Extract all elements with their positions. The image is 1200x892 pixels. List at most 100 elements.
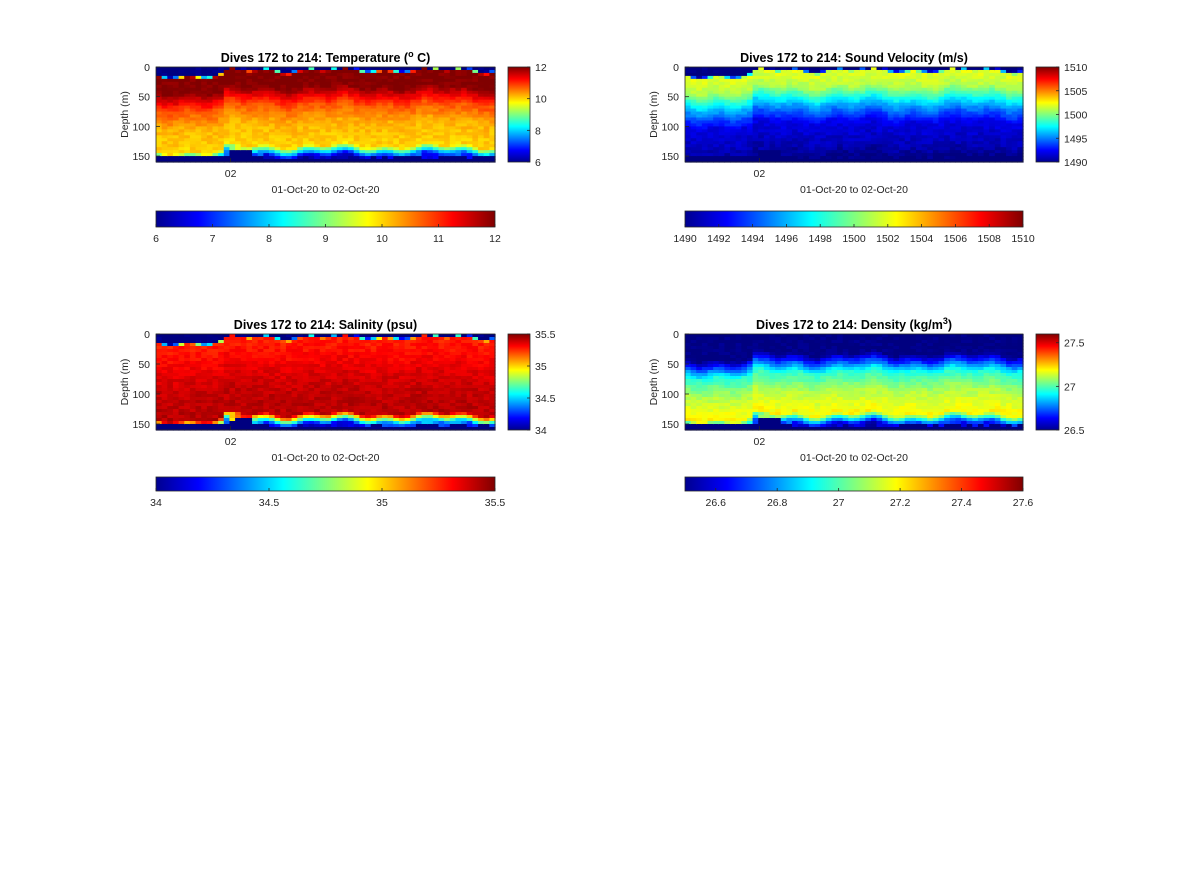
heatmap-cell <box>206 75 214 80</box>
heatmap-cell <box>263 96 270 101</box>
heatmap-cell <box>274 382 281 386</box>
heatmap-cell <box>319 418 327 422</box>
heatmap-cell <box>696 67 703 71</box>
heatmap-cell <box>229 90 236 95</box>
heatmap-cell <box>274 352 281 356</box>
heatmap-cell <box>444 78 451 83</box>
heatmap-cell <box>983 117 990 122</box>
heatmap-cell <box>915 129 923 133</box>
heatmap-cell <box>938 144 945 148</box>
heatmap-cell <box>724 132 731 136</box>
heatmap-cell <box>792 84 799 89</box>
heatmap-cell <box>820 99 827 104</box>
heatmap-cell <box>206 376 214 380</box>
heatmap-cell <box>461 114 468 119</box>
heatmap-cell <box>876 114 883 119</box>
heatmap-cell <box>342 147 349 151</box>
heatmap-cell <box>735 108 742 113</box>
heatmap-cell <box>336 159 344 163</box>
heatmap-cell <box>455 78 462 83</box>
heatmap-cell <box>308 108 315 113</box>
heatmap-cell <box>792 120 799 125</box>
heatmap-cell <box>291 385 298 389</box>
heatmap-cell <box>189 403 197 407</box>
heatmap-cell <box>780 135 787 139</box>
heatmap-cell <box>825 78 833 83</box>
heatmap-cell <box>707 147 714 151</box>
heatmap-cell <box>206 370 214 374</box>
heatmap-cell <box>167 93 174 98</box>
heatmap-cell <box>223 135 231 139</box>
heatmap-cell <box>167 382 174 386</box>
heatmap-cell <box>1006 114 1013 119</box>
heatmap-cell <box>944 120 951 125</box>
heatmap-cell <box>746 132 754 136</box>
heatmap-cell <box>263 376 270 380</box>
heatmap-cell <box>1000 67 1007 71</box>
heatmap-cell <box>161 334 168 338</box>
heatmap-cell <box>758 159 765 163</box>
heatmap-cell <box>246 418 253 422</box>
heatmap-cell <box>252 355 259 359</box>
heatmap-cell <box>257 394 264 398</box>
heatmap-cell <box>297 120 304 125</box>
heatmap-cell <box>218 153 225 157</box>
heatmap-cell <box>161 409 168 413</box>
heatmap-cell <box>421 126 428 130</box>
heatmap-cell <box>252 144 259 148</box>
heatmap-cell <box>161 123 168 127</box>
heatmap-cell <box>302 114 310 119</box>
heatmap-cell <box>280 400 287 404</box>
heatmap-cell <box>769 81 776 86</box>
heatmap-cell <box>218 355 225 359</box>
heatmap-cell <box>370 81 377 86</box>
heatmap-cell <box>961 138 968 142</box>
heatmap-cell <box>218 358 225 362</box>
heatmap-cell <box>246 424 253 428</box>
heatmap-cell <box>382 132 389 136</box>
heatmap-cell <box>274 397 281 401</box>
heatmap-cell <box>314 385 321 389</box>
heatmap-cell <box>427 141 434 145</box>
heatmap-cell <box>348 144 355 148</box>
heatmap-cell <box>989 111 996 116</box>
heatmap-cell <box>308 412 315 416</box>
heatmap-cell <box>780 78 787 83</box>
heatmap-cell <box>376 147 383 151</box>
heatmap-cell <box>427 87 434 92</box>
heatmap-cell <box>336 349 344 353</box>
heatmap-cell <box>370 84 377 89</box>
heatmap-cell <box>797 93 804 98</box>
heatmap-cell <box>972 90 979 95</box>
heatmap-cell <box>398 135 406 139</box>
heatmap-cell <box>240 102 247 107</box>
heatmap-cell <box>763 96 771 101</box>
heatmap-cell <box>195 352 202 356</box>
heatmap-cell <box>483 126 490 130</box>
heatmap-cell <box>730 147 737 151</box>
heatmap-cell <box>893 135 900 139</box>
heatmap-cell <box>314 138 321 142</box>
heatmap-cell <box>240 135 247 139</box>
heatmap-cell <box>184 138 191 142</box>
heatmap-cell <box>302 144 310 148</box>
heatmap-cell <box>308 69 315 74</box>
heatmap-cell <box>792 126 799 130</box>
heatmap-cell <box>921 111 928 116</box>
heatmap-cell <box>161 394 168 398</box>
heatmap-cell <box>955 96 962 101</box>
heatmap-cell <box>342 340 349 344</box>
heatmap-cell <box>803 129 810 133</box>
heatmap-cell <box>263 418 270 422</box>
heatmap-cell <box>223 337 231 341</box>
heatmap-cell <box>206 129 214 133</box>
heatmap-cell <box>302 424 310 428</box>
heatmap-cell <box>229 349 236 353</box>
heatmap-cell <box>274 102 281 107</box>
heatmap-cell <box>746 96 754 101</box>
heatmap-cell <box>983 84 990 89</box>
heatmap-cell <box>994 96 1002 101</box>
heatmap-cell <box>944 99 951 104</box>
heatmap-cell <box>246 400 253 404</box>
heatmap-cell <box>730 99 737 104</box>
